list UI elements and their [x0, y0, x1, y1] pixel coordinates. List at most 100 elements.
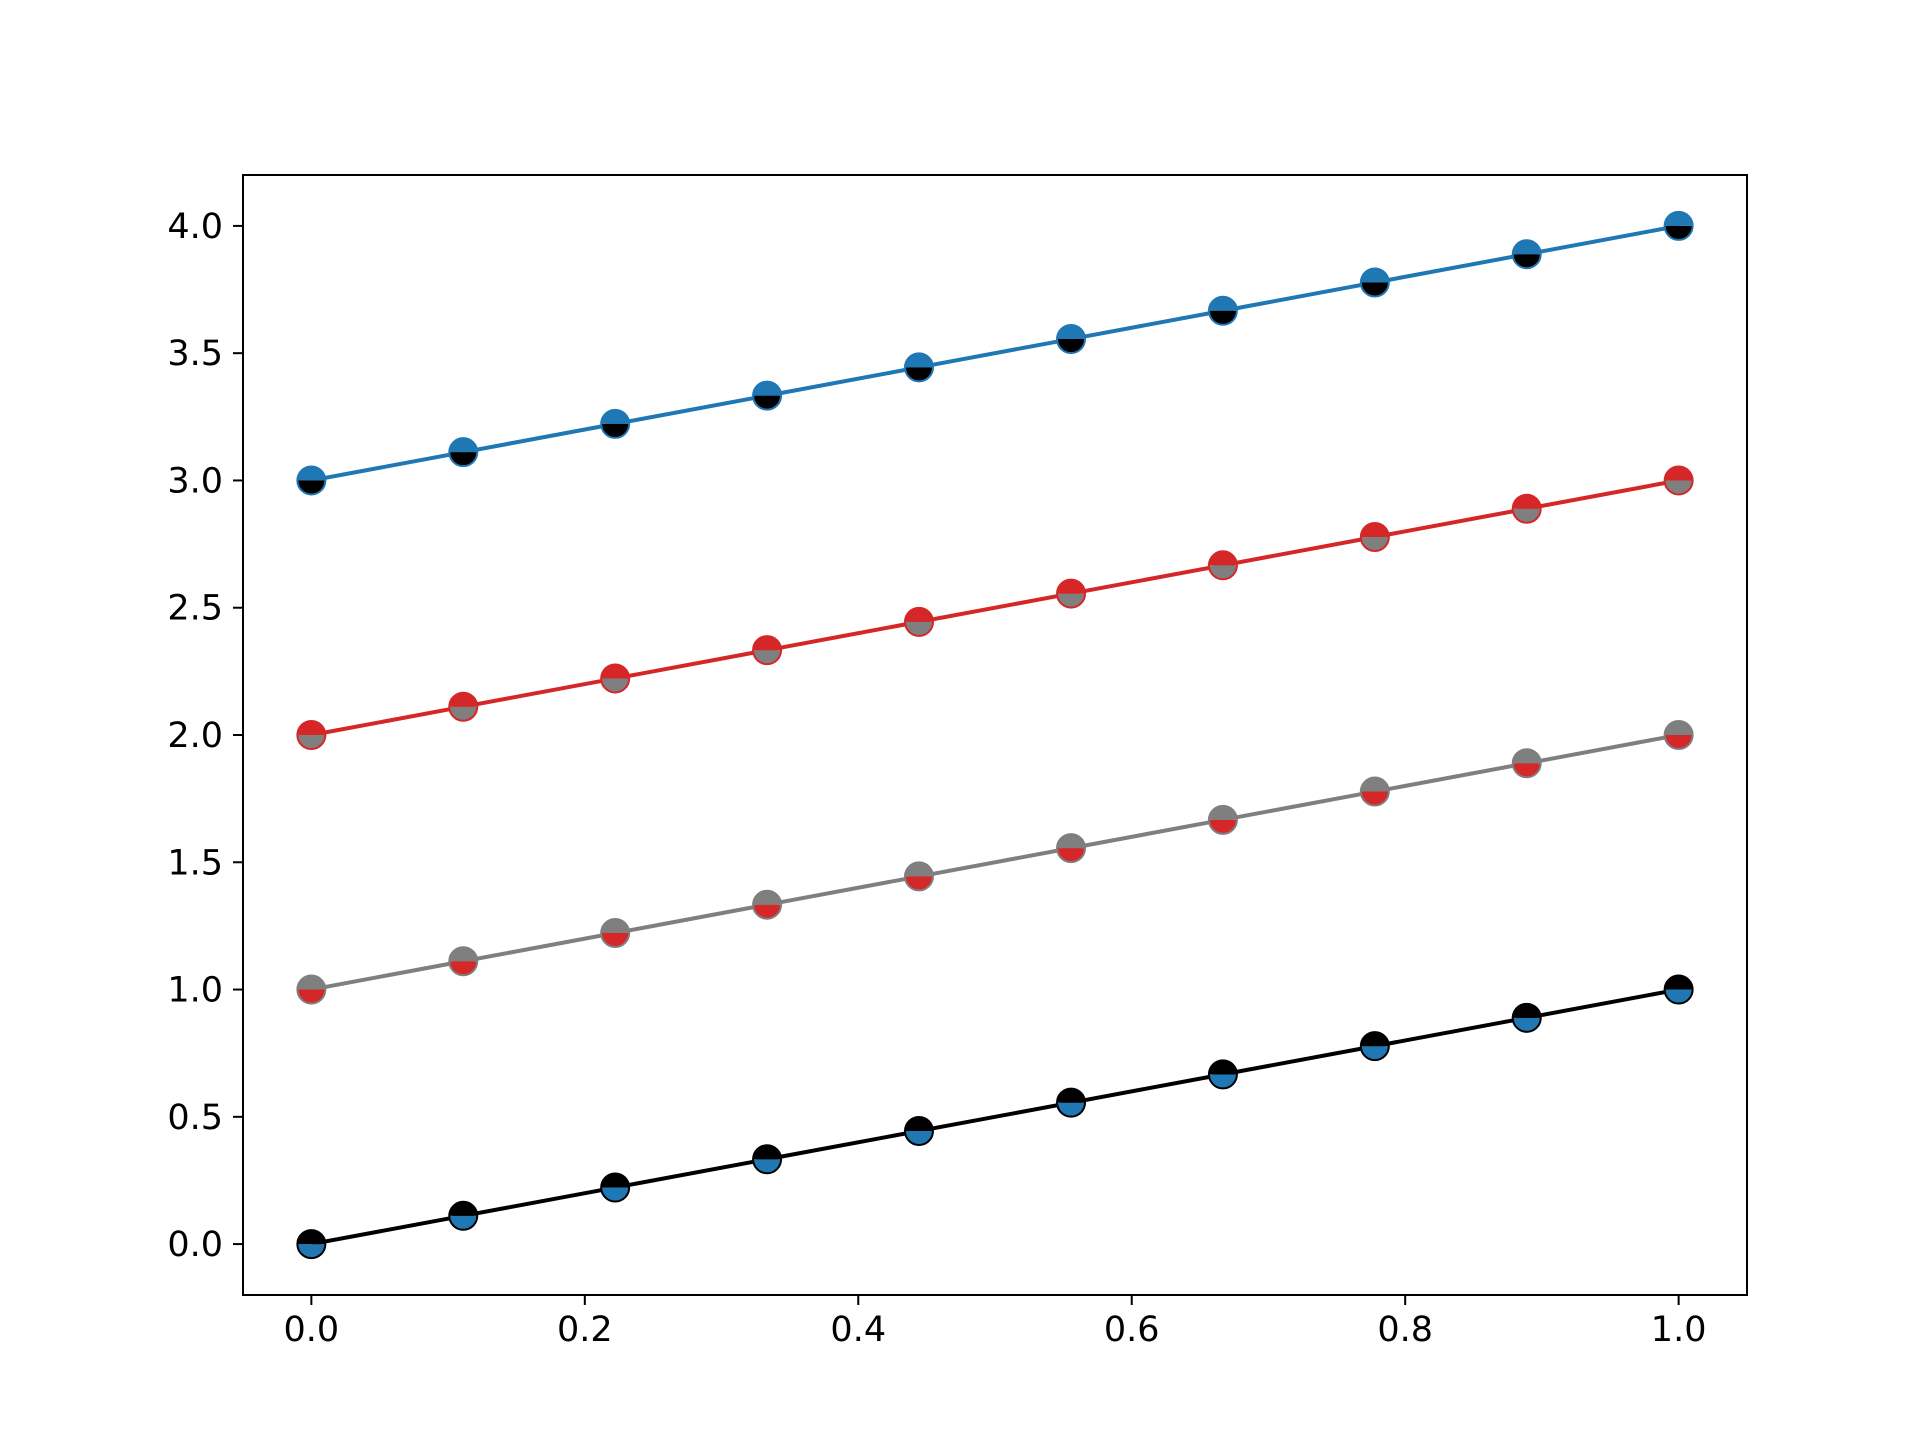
marker-bottom-half	[1664, 989, 1693, 1004]
marker-edge	[1056, 1087, 1087, 1118]
marker-bottom-half	[449, 452, 478, 467]
series-0-point	[296, 1229, 327, 1260]
marker-bottom-half	[1208, 565, 1237, 580]
marker-top-half	[1057, 325, 1086, 340]
marker-edge	[903, 861, 934, 892]
series-1-line	[310, 733, 1680, 992]
marker-bottom-half	[601, 932, 630, 947]
marker-edge	[1511, 239, 1542, 270]
marker-top-half	[753, 636, 782, 651]
marker-bottom-half	[904, 621, 933, 636]
series-2-point	[1359, 522, 1390, 553]
series-3-point	[1359, 267, 1390, 298]
series-0	[296, 974, 1694, 1260]
marker-bottom-half	[753, 395, 782, 410]
marker-top-half	[601, 664, 630, 679]
marker-edge	[1511, 493, 1542, 524]
marker-edge	[1511, 1002, 1542, 1033]
marker-edge	[1359, 1031, 1390, 1062]
marker-edge	[1663, 720, 1694, 750]
marker-edge	[1056, 833, 1087, 864]
series-1-point	[1663, 720, 1694, 750]
marker-bottom-half	[449, 706, 478, 721]
marker-top-half	[449, 692, 478, 707]
marker-edge	[903, 1115, 934, 1146]
series-3-point	[1056, 324, 1087, 355]
marker-bottom-half	[1664, 480, 1693, 495]
marker-bottom-half	[1512, 508, 1541, 523]
marker-edge	[600, 1172, 631, 1203]
marker-bottom-half	[1057, 339, 1086, 354]
marker-edge	[1207, 1059, 1238, 1090]
marker-bottom-half	[1512, 763, 1541, 778]
y-tick-label: 4.0	[167, 207, 223, 247]
series-3	[296, 210, 1694, 496]
marker-top-half	[601, 409, 630, 424]
series-0-point	[1359, 1031, 1390, 1062]
series-1-point	[1207, 804, 1238, 835]
series-3-point	[448, 437, 479, 468]
y-tick-label: 1.0	[167, 971, 223, 1011]
marker-bottom-half	[297, 480, 326, 495]
marker-top-half	[1057, 1088, 1086, 1103]
marker-edge	[903, 606, 934, 637]
marker-edge	[448, 691, 479, 722]
marker-top-half	[904, 862, 933, 877]
marker-bottom-half	[601, 423, 630, 438]
series-2-point	[1207, 550, 1238, 581]
marker-bottom-half	[1057, 1102, 1086, 1117]
series-1-point	[752, 889, 783, 920]
marker-edge	[752, 889, 783, 920]
marker-top-half	[1208, 805, 1237, 820]
marker-top-half	[1512, 749, 1541, 764]
marker-top-half	[1664, 211, 1693, 226]
marker-edge	[1056, 578, 1087, 609]
series-2	[296, 465, 1694, 750]
marker-edge	[448, 1200, 479, 1231]
series-2-point	[1056, 578, 1087, 609]
x-tick-label: 0.0	[284, 1310, 340, 1350]
series-2-point	[752, 635, 783, 666]
marker-bottom-half	[449, 961, 478, 976]
series-3-point	[752, 380, 783, 411]
marker-top-half	[1208, 1060, 1237, 1075]
x-tick-label: 0.6	[1104, 1310, 1160, 1350]
marker-bottom-half	[753, 650, 782, 665]
marker-bottom-half	[1512, 1017, 1541, 1032]
x-tick-label: 0.4	[830, 1310, 886, 1350]
marker-edge	[296, 1229, 327, 1260]
marker-edge	[752, 635, 783, 666]
marker-edge	[1207, 550, 1238, 581]
series-2-point	[600, 663, 631, 694]
marker-edge	[1511, 748, 1542, 779]
marker-edge	[600, 663, 631, 694]
series-3-point	[1207, 295, 1238, 326]
marker-edge	[1207, 804, 1238, 835]
series-0-point	[1663, 974, 1694, 1005]
marker-top-half	[904, 353, 933, 368]
marker-bottom-half	[1208, 310, 1237, 325]
marker-edge	[296, 974, 327, 1005]
marker-top-half	[904, 607, 933, 622]
y-tick-label: 2.5	[167, 589, 223, 629]
marker-top-half	[1360, 777, 1389, 792]
series-1-point	[903, 861, 934, 892]
x-tick-label: 0.2	[557, 1310, 613, 1350]
marker-bottom-half	[1360, 537, 1389, 552]
marker-edge	[600, 408, 631, 439]
marker-bottom-half	[753, 1159, 782, 1174]
marker-top-half	[904, 1116, 933, 1131]
marker-top-half	[753, 1145, 782, 1160]
series-0-point	[903, 1115, 934, 1146]
series-0-line	[310, 987, 1680, 1247]
marker-edge	[752, 1144, 783, 1175]
y-tick-label: 0.5	[167, 1098, 223, 1138]
series-0-point	[1511, 1002, 1542, 1033]
marker-top-half	[1512, 240, 1541, 255]
marker-top-half	[1208, 551, 1237, 566]
marker-top-half	[297, 1230, 326, 1245]
marker-edge	[600, 917, 631, 948]
series-0-point	[600, 1172, 631, 1203]
